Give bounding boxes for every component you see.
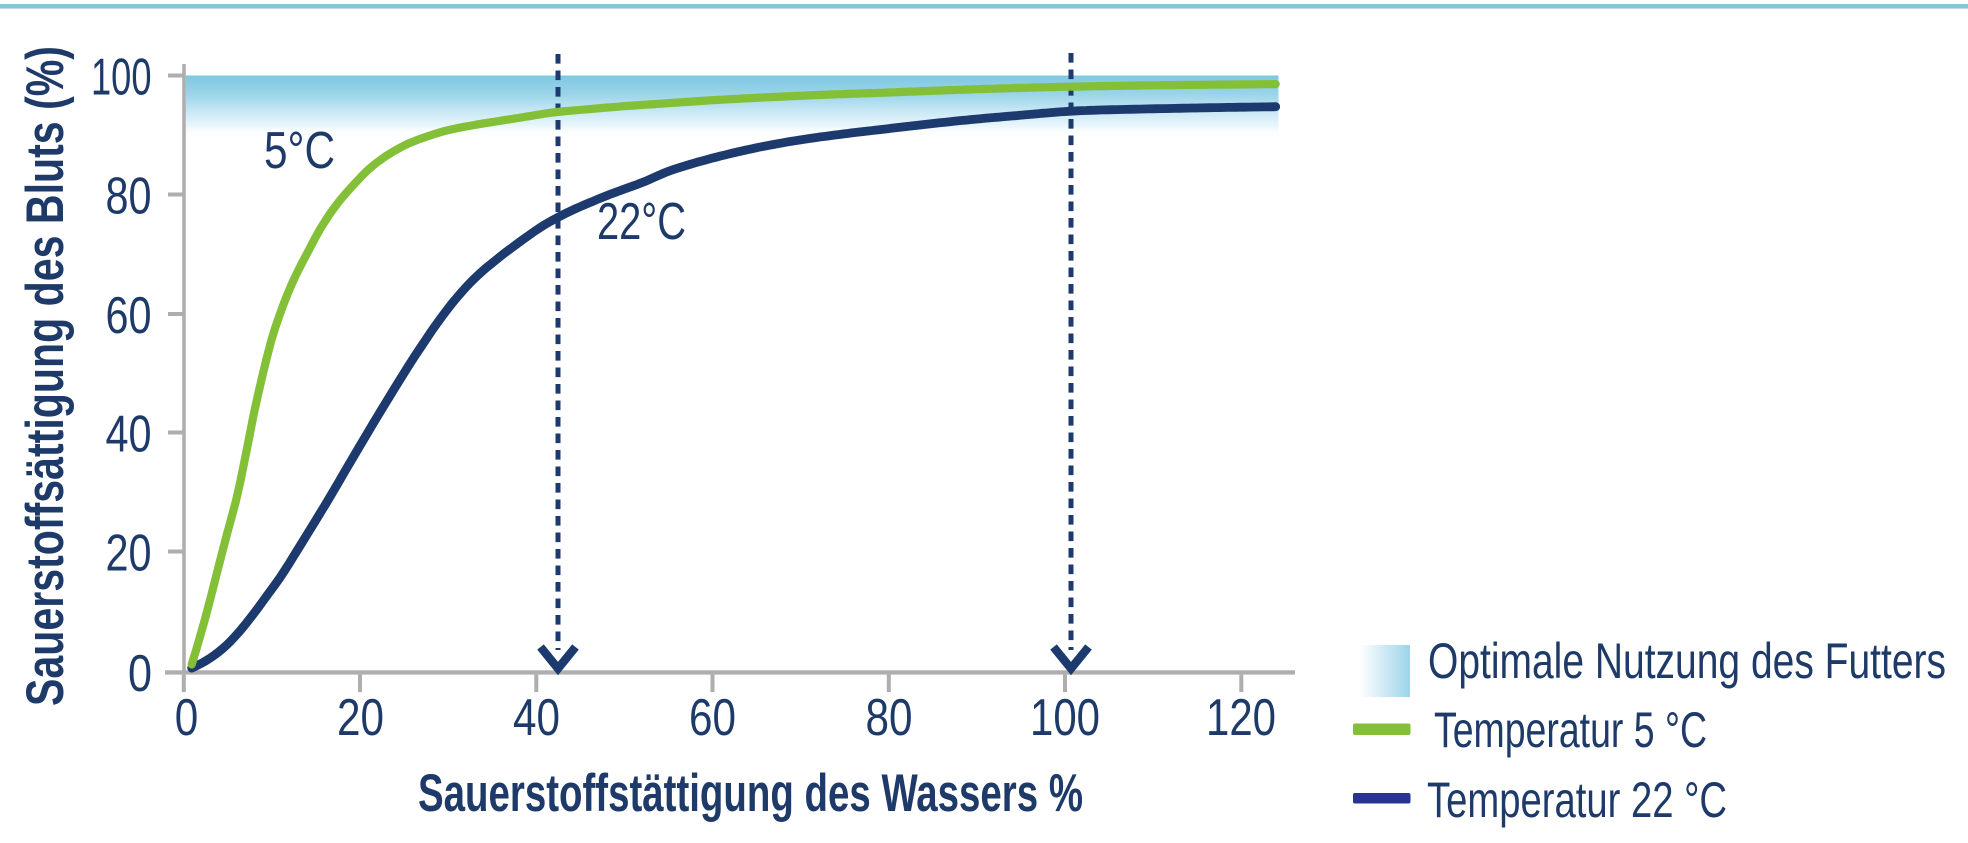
svg-text:60: 60 bbox=[106, 287, 152, 345]
svg-text:0: 0 bbox=[175, 689, 199, 747]
svg-text:Optimale Nutzung des Futters: Optimale Nutzung des Futters bbox=[1428, 633, 1946, 689]
svg-text:Sauerstoffstättigung des Wasse: Sauerstoffstättigung des Wassers % bbox=[418, 764, 1083, 823]
svg-text:60: 60 bbox=[689, 689, 736, 747]
svg-text:120: 120 bbox=[1206, 689, 1276, 747]
svg-text:0: 0 bbox=[128, 645, 152, 703]
svg-text:Sauerstoffsättigung des Bluts: Sauerstoffsättigung des Bluts (%) bbox=[16, 46, 75, 706]
svg-text:100: 100 bbox=[91, 49, 152, 107]
svg-text:100: 100 bbox=[1030, 689, 1100, 747]
svg-text:20: 20 bbox=[106, 525, 152, 583]
svg-text:80: 80 bbox=[106, 168, 152, 226]
svg-text:20: 20 bbox=[337, 689, 384, 747]
svg-text:Temperatur 22 °C: Temperatur 22 °C bbox=[1427, 772, 1727, 828]
svg-text:Temperatur 5 °C: Temperatur 5 °C bbox=[1434, 702, 1707, 758]
svg-text:40: 40 bbox=[106, 406, 152, 464]
svg-text:40: 40 bbox=[513, 689, 560, 747]
svg-text:5°C: 5°C bbox=[264, 122, 335, 180]
svg-text:80: 80 bbox=[866, 689, 913, 747]
svg-text:22°C: 22°C bbox=[597, 193, 686, 251]
